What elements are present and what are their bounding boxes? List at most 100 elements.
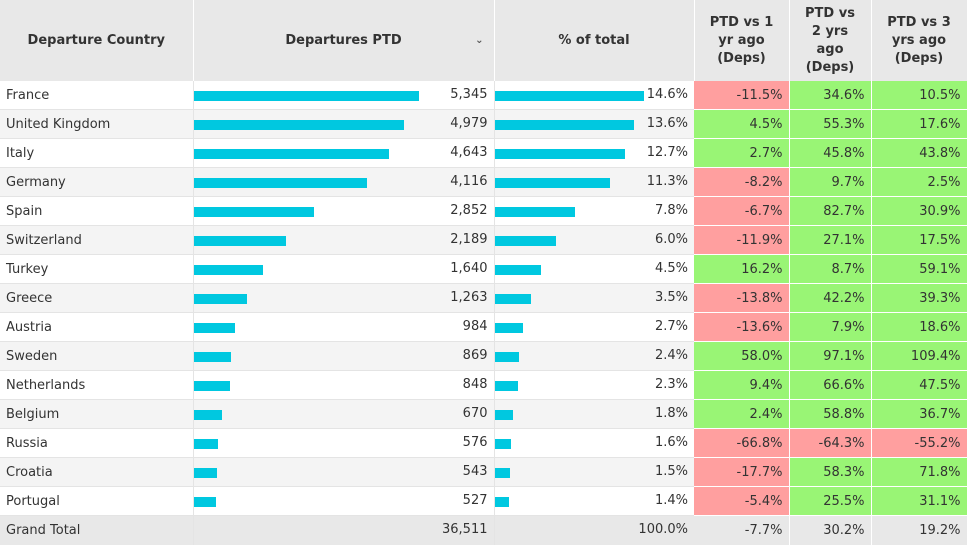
departures-value: 543 — [462, 464, 488, 479]
table-row[interactable]: France 5,345 14.6% -11.5% 34.6% 10.5% — [0, 81, 967, 110]
pct-cell: 1.6% — [494, 428, 694, 458]
vs1-cell: -66.8% — [694, 428, 790, 458]
departures-cell: 4,116 — [193, 167, 495, 197]
vs1-cell: -17.7% — [694, 457, 790, 487]
departures-cell: 670 — [193, 399, 495, 429]
vs2-cell: 34.6% — [789, 81, 872, 110]
vs1-cell: -8.2% — [694, 167, 790, 197]
col-header-vs3[interactable]: PTD vs 3 yrs ago (Deps) — [871, 0, 967, 81]
table-row[interactable]: Austria 984 2.7% -13.6% 7.9% 18.6% — [0, 312, 967, 342]
vs3-cell: -55.2% — [871, 428, 967, 458]
vs2-cell: 25.5% — [789, 486, 872, 516]
pct-value: 13.6% — [646, 116, 688, 131]
vs2-cell: 8.7% — [789, 254, 872, 284]
departures-cell: 576 — [193, 428, 495, 458]
vs3-cell: 47.5% — [871, 370, 967, 400]
table-row[interactable]: Turkey 1,640 4.5% 16.2% 8.7% 59.1% — [0, 254, 967, 284]
table-row[interactable]: Spain 2,852 7.8% -6.7% 82.7% 30.9% — [0, 196, 967, 226]
table-row[interactable]: Sweden 869 2.4% 58.0% 97.1% 109.4% — [0, 341, 967, 371]
vs1-cell: -13.6% — [694, 312, 790, 342]
total-label: Grand Total — [0, 515, 194, 545]
country-cell: Russia — [0, 428, 194, 458]
table-row[interactable]: Italy 4,643 12.7% 2.7% 45.8% 43.8% — [0, 138, 967, 168]
departures-bar — [193, 439, 218, 449]
table-row[interactable]: Russia 576 1.6% -66.8% -64.3% -55.2% — [0, 428, 967, 458]
vs2-cell: 58.8% — [789, 399, 872, 429]
pct-bar — [494, 468, 510, 478]
total-departures: 36,511 — [193, 515, 495, 545]
table-row[interactable]: United Kingdom 4,979 13.6% 4.5% 55.3% 17.6% — [0, 109, 967, 139]
chevron-down-icon[interactable]: ⌄ — [475, 35, 484, 46]
pct-value: 1.6% — [654, 435, 688, 450]
departures-cell: 543 — [193, 457, 495, 487]
departures-bar — [193, 468, 217, 478]
pct-bar — [494, 236, 556, 246]
pct-bar — [494, 178, 610, 188]
vs2-cell: 82.7% — [789, 196, 872, 226]
table-row[interactable]: Germany 4,116 11.3% -8.2% 9.7% 2.5% — [0, 167, 967, 197]
table-row[interactable]: Netherlands 848 2.3% 9.4% 66.6% 47.5% — [0, 370, 967, 400]
table-row[interactable]: Croatia 543 1.5% -17.7% 58.3% 71.8% — [0, 457, 967, 487]
header-row: Departure Country Departures PTD ⌄ % of … — [0, 0, 967, 81]
pct-cell: 2.7% — [494, 312, 694, 342]
pct-cell: 1.8% — [494, 399, 694, 429]
vs2-cell: 42.2% — [789, 283, 872, 313]
departures-bar — [193, 236, 286, 246]
vs2-cell: 45.8% — [789, 138, 872, 168]
vs3-cell: 31.1% — [871, 486, 967, 516]
departures-cell: 527 — [193, 486, 495, 516]
pct-cell: 11.3% — [494, 167, 694, 197]
country-cell: Austria — [0, 312, 194, 342]
departures-value: 1,640 — [450, 261, 488, 276]
vs3-cell: 17.5% — [871, 225, 967, 255]
vs1-cell: -5.4% — [694, 486, 790, 516]
departures-value: 2,852 — [450, 203, 488, 218]
vs1-cell: 2.4% — [694, 399, 790, 429]
table-row[interactable]: Belgium 670 1.8% 2.4% 58.8% 36.7% — [0, 399, 967, 429]
vs1-cell: 9.4% — [694, 370, 790, 400]
table-body: France 5,345 14.6% -11.5% 34.6% 10.5% United K… — [0, 81, 967, 516]
departures-value: 4,979 — [450, 116, 488, 131]
country-cell: Greece — [0, 283, 194, 313]
pct-bar — [494, 294, 531, 304]
vs3-cell: 43.8% — [871, 138, 967, 168]
departures-cell: 869 — [193, 341, 495, 371]
departures-value: 848 — [462, 377, 488, 392]
total-pct-value: 100.0% — [638, 522, 688, 537]
pct-cell: 2.4% — [494, 341, 694, 371]
col-header-country[interactable]: Departure Country — [0, 0, 194, 81]
vs2-cell: 55.3% — [789, 109, 872, 139]
departures-bar — [193, 497, 216, 507]
departures-value: 576 — [462, 435, 488, 450]
vs2-cell: 27.1% — [789, 225, 872, 255]
pct-value: 2.4% — [654, 348, 688, 363]
col-header-departures[interactable]: Departures PTD ⌄ — [193, 0, 495, 81]
vs2-cell: 9.7% — [789, 167, 872, 197]
pct-bar — [494, 439, 511, 449]
pct-cell: 1.5% — [494, 457, 694, 487]
departures-value: 527 — [462, 493, 488, 508]
vs3-cell: 39.3% — [871, 283, 967, 313]
col-header-vs1[interactable]: PTD vs 1 yr ago (Deps) — [694, 0, 790, 81]
departures-value: 2,189 — [450, 232, 488, 247]
vs1-cell: 2.7% — [694, 138, 790, 168]
departures-value: 5,345 — [450, 87, 488, 102]
departures-cell: 984 — [193, 312, 495, 342]
country-cell: Netherlands — [0, 370, 194, 400]
table-row[interactable]: Portugal 527 1.4% -5.4% 25.5% 31.1% — [0, 486, 967, 516]
table-row[interactable]: Switzerland 2,189 6.0% -11.9% 27.1% 17.5% — [0, 225, 967, 255]
pct-cell: 3.5% — [494, 283, 694, 313]
country-cell: Belgium — [0, 399, 194, 429]
pct-value: 3.5% — [654, 290, 688, 305]
pct-value: 1.8% — [654, 406, 688, 421]
col-header-vs2[interactable]: PTD vs 2 yrs ago (Deps) — [789, 0, 872, 81]
col-header-pct[interactable]: % of total — [494, 0, 695, 81]
table-row[interactable]: Greece 1,263 3.5% -13.8% 42.2% 39.3% — [0, 283, 967, 313]
vs3-cell: 109.4% — [871, 341, 967, 371]
pct-cell: 13.6% — [494, 109, 694, 139]
vs1-cell: 58.0% — [694, 341, 790, 371]
departures-value: 4,116 — [450, 174, 488, 189]
total-vs2: 30.2% — [789, 515, 872, 545]
departures-value: 984 — [462, 319, 488, 334]
